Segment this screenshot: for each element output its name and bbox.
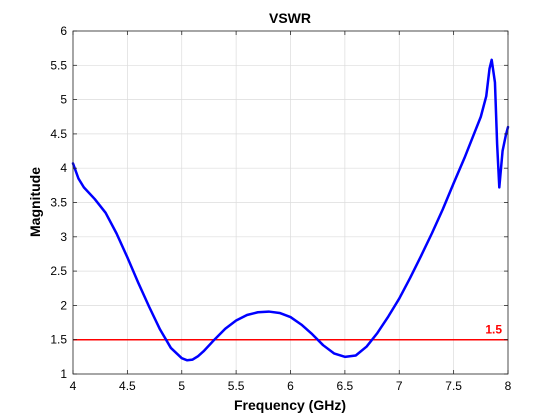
y-tick-label: 2.5 bbox=[50, 264, 67, 278]
y-tick-label: 4.5 bbox=[50, 127, 67, 141]
x-tick-label: 6.5 bbox=[337, 379, 354, 393]
x-tick-label: 5.5 bbox=[228, 379, 245, 393]
x-tick-label: 6 bbox=[287, 379, 294, 393]
y-axis-ticks: 1 1.5 2 2.5 3 3.5 4 4.5 5 5.5 6 bbox=[50, 24, 508, 381]
x-tick-label: 4.5 bbox=[119, 379, 136, 393]
y-tick-label: 1.5 bbox=[50, 333, 67, 347]
y-tick-label: 4 bbox=[60, 161, 67, 175]
y-tick-label: 6 bbox=[60, 24, 67, 38]
x-tick-label: 7.5 bbox=[445, 379, 462, 393]
y-tick-label: 1 bbox=[60, 367, 67, 381]
y-tick-label: 5 bbox=[60, 93, 67, 107]
chart-title: VSWR bbox=[269, 10, 311, 26]
x-tick-label: 7 bbox=[396, 379, 403, 393]
y-tick-label: 5.5 bbox=[50, 58, 67, 72]
series-group bbox=[71, 58, 510, 362]
y-axis-title: Magnitude bbox=[27, 167, 43, 237]
series-line-vswr bbox=[71, 58, 510, 362]
x-axis-title: Frequency (GHz) bbox=[234, 397, 346, 413]
reference-line-group: 1.5 bbox=[73, 323, 508, 341]
x-tick-label: 8 bbox=[505, 379, 512, 393]
x-tick-label: 4 bbox=[70, 379, 77, 393]
x-tick-label: 5 bbox=[178, 379, 185, 393]
y-tick-label: 2 bbox=[60, 298, 67, 312]
y-tick-label: 3.5 bbox=[50, 196, 67, 210]
reference-line-label: 1.5 bbox=[485, 323, 502, 337]
y-tick-label: 3 bbox=[60, 230, 67, 244]
x-axis-ticks: 4 4.5 5 5.5 6 6.5 7 7.5 8 bbox=[70, 31, 512, 393]
